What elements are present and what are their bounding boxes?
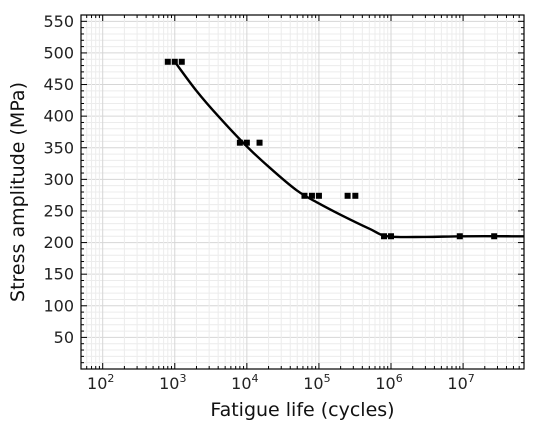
axis-ticks xyxy=(81,15,524,369)
y-tick-label: 450 xyxy=(43,75,74,94)
grid xyxy=(81,15,524,369)
data-point xyxy=(344,192,351,199)
x-tick-label: 103 xyxy=(159,372,186,393)
x-tick-label: 104 xyxy=(231,372,258,393)
x-tick-label: 107 xyxy=(447,372,474,393)
y-tick-label: 250 xyxy=(43,201,74,220)
data-point xyxy=(236,139,243,146)
fit-curve xyxy=(173,61,525,239)
x-tick-label: 106 xyxy=(375,372,402,393)
x-axis-title: Fatigue life (cycles) xyxy=(210,399,394,421)
data-point xyxy=(301,192,308,199)
y-tick-label: 350 xyxy=(43,138,74,157)
data-point xyxy=(491,233,498,240)
y-tick-label: 300 xyxy=(43,170,74,189)
data-points-layer xyxy=(164,58,498,240)
x-tick-label: 102 xyxy=(87,372,114,393)
y-tick-label: 100 xyxy=(43,296,74,315)
x-tick-label: 105 xyxy=(303,372,330,393)
y-tick-label: 400 xyxy=(43,107,74,126)
x-tick-labels: 102 103 104 105 106 107 xyxy=(87,372,475,393)
data-point xyxy=(308,192,315,199)
y-tick-label: 200 xyxy=(43,233,74,252)
data-point xyxy=(171,58,178,65)
fit-curve-layer xyxy=(173,61,525,239)
data-point xyxy=(315,192,322,199)
data-point xyxy=(178,58,185,65)
y-axis-title: Stress amplitude (MPa) xyxy=(7,82,29,302)
y-tick-label: 500 xyxy=(43,43,74,62)
y-tick-labels: 50 100 150 200 250 300 350 400 450 500 550 xyxy=(43,12,74,347)
data-point xyxy=(381,233,388,240)
y-tick-label: 150 xyxy=(43,265,74,284)
y-tick-label: 550 xyxy=(43,12,74,31)
data-point xyxy=(243,139,250,146)
y-tick-label: 50 xyxy=(54,328,74,347)
data-point xyxy=(456,233,463,240)
data-point xyxy=(164,58,171,65)
data-point xyxy=(388,233,395,240)
data-point xyxy=(352,192,359,199)
data-point xyxy=(256,139,263,146)
